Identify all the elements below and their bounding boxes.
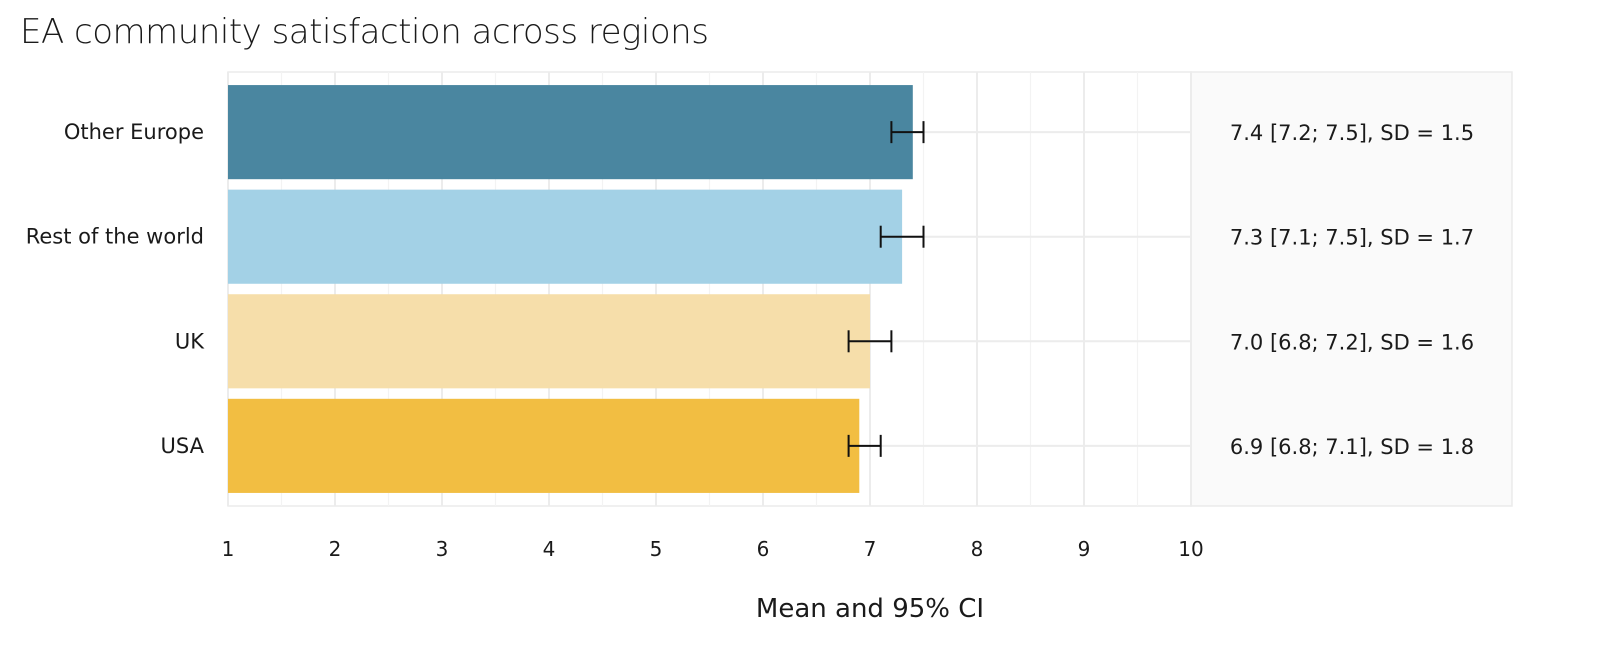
x-tick-label: 1: [222, 537, 235, 561]
category-label: USA: [161, 434, 205, 458]
error-bars: [847, 121, 925, 457]
x-tick-label: 3: [436, 537, 449, 561]
chart-title: EA community satisfaction across regions: [20, 12, 709, 52]
category-labels: Other Europe Rest of the world UK USA: [26, 120, 206, 458]
category-label: Other Europe: [64, 120, 204, 144]
stat-label: 7.0 [6.8; 7.2], SD = 1.6: [1230, 330, 1474, 354]
bar: [228, 398, 860, 493]
x-tick-labels: 1 2 3 4 5 6 7 8 9 10: [222, 537, 1204, 561]
bar: [228, 294, 870, 389]
x-axis-title: Mean and 95% CI: [756, 594, 984, 624]
stat-label: 7.4 [7.2; 7.5], SD = 1.5: [1230, 121, 1474, 145]
stat-label: 7.3 [7.1; 7.5], SD = 1.7: [1230, 226, 1474, 250]
x-tick-label: 6: [757, 537, 770, 561]
stat-label: 6.9 [6.8; 7.1], SD = 1.8: [1230, 435, 1474, 459]
category-label: UK: [175, 329, 205, 353]
bars: [228, 85, 913, 493]
x-tick-label: 10: [1178, 537, 1203, 561]
x-tick-label: 2: [329, 537, 342, 561]
x-tick-label: 9: [1078, 537, 1091, 561]
stat-labels: 7.4 [7.2; 7.5], SD = 1.5 7.3 [7.1; 7.5], …: [1230, 121, 1474, 459]
bar: [228, 85, 913, 180]
stats-panel: [1190, 71, 1513, 507]
category-label: Rest of the world: [26, 225, 204, 249]
x-tick-label: 4: [543, 537, 556, 561]
bar: [228, 189, 903, 284]
x-tick-label: 5: [650, 537, 663, 561]
x-tick-label: 8: [971, 537, 984, 561]
x-tick-label: 7: [864, 537, 877, 561]
